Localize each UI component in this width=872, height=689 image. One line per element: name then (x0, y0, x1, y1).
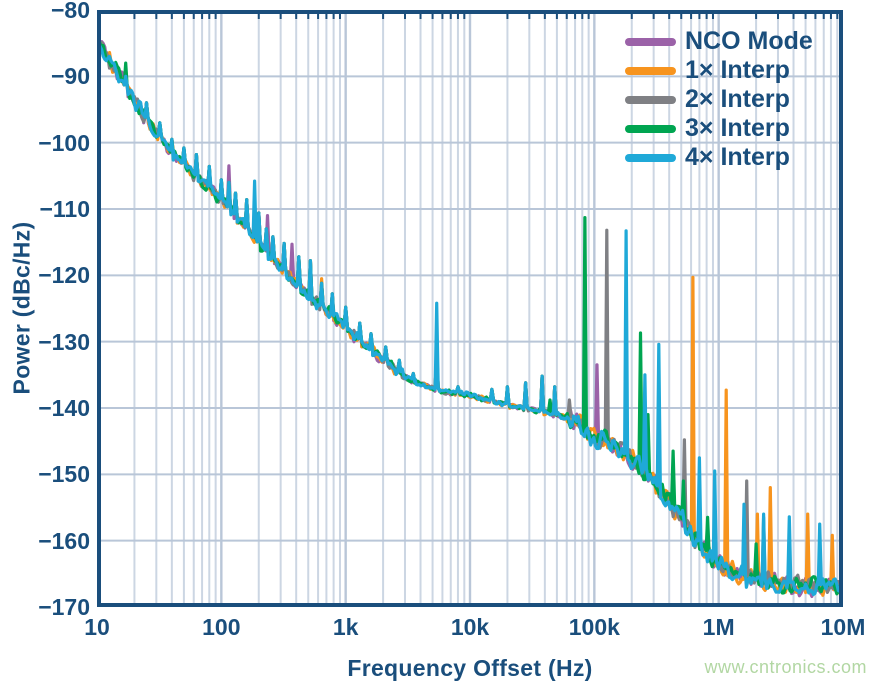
x-tick-label: 100k (568, 614, 620, 640)
legend-item-1x-interp: 1× Interp (625, 56, 813, 85)
y-tick-label: −90 (50, 63, 90, 90)
y-tick-label: −170 (38, 594, 90, 620)
x-tick-label: 1k (332, 614, 359, 640)
y-tick-label: −130 (38, 328, 90, 355)
x-tick-label: 10 (84, 614, 110, 640)
y-tick-label: −120 (38, 262, 90, 289)
plot-border (97, 10, 843, 607)
y-tick-label: −110 (39, 196, 90, 222)
legend: NCO Mode 1× Interp 2× Interp 3× Interp 4… (625, 27, 813, 172)
legend-item-nco-mode: NCO Mode (625, 27, 813, 56)
nco-mode-line-swatch (625, 37, 676, 46)
series-line-4-interp (97, 37, 843, 597)
y-tick-label: −80 (50, 0, 90, 23)
x-tick-label: 100 (202, 614, 241, 640)
x-axis-title: Frequency Offset (Hz) (347, 655, 593, 681)
4x-interp-line-swatch (625, 153, 676, 162)
y-axis-title: Power (dBc/Hz) (8, 221, 35, 395)
legend-label: 3× Interp (685, 114, 790, 142)
y-tick-label: −150 (38, 461, 90, 488)
1x-interp-line-swatch (625, 66, 676, 75)
legend-item-4x-interp: 4× Interp (625, 143, 813, 172)
legend-label: 2× Interp (685, 85, 790, 113)
y-tick-label: −100 (38, 129, 90, 156)
plot-area (97, 10, 843, 607)
legend-label: 1× Interp (685, 56, 790, 84)
x-tick-label: 10k (450, 614, 490, 640)
watermark: www.cntronics.com (704, 657, 867, 677)
3x-interp-line-swatch (625, 124, 676, 133)
y-tick-label: −140 (38, 395, 90, 421)
legend-label: NCO Mode (685, 27, 813, 55)
legend-label: 4× Interp (685, 143, 790, 171)
x-tick-label: 10M (820, 614, 866, 640)
y-tick-label: −160 (38, 527, 90, 554)
2x-interp-line-swatch (625, 95, 676, 104)
legend-item-2x-interp: 2× Interp (625, 85, 813, 114)
x-tick-label: 1M (702, 614, 735, 640)
legend-item-3x-interp: 3× Interp (625, 114, 813, 143)
